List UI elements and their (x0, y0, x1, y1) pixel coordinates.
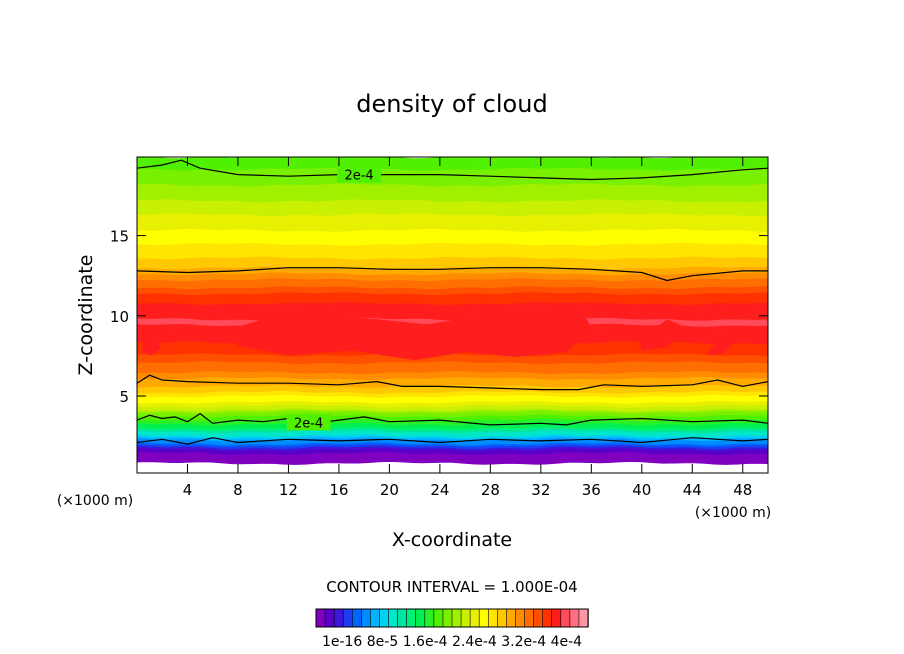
colorbar-swatch (542, 608, 553, 628)
colorbar-swatch (524, 608, 535, 628)
colorbar-swatch (497, 608, 508, 628)
core-maximum-regions (142, 308, 735, 361)
x-tick-label: 36 (582, 481, 601, 499)
colorbar-swatch (397, 608, 408, 628)
y-tick-label: 5 (119, 388, 129, 406)
density-field (137, 157, 768, 473)
colorbar-swatch (506, 608, 517, 628)
colorbar-labels: 1e-16 8e-5 1.6e-4 2.4e-4 3.2e-4 4e-4 (322, 634, 582, 650)
x-unit-label-left: (×1000 m) (57, 493, 133, 509)
colorbar-swatch (478, 608, 489, 628)
x-tick-label: 20 (380, 481, 399, 499)
y-tick-label: 10 (110, 308, 129, 326)
contour-line (137, 267, 768, 282)
chart-title: density of cloud (356, 90, 547, 118)
colorbar-swatch (424, 608, 435, 628)
colorbar (315, 608, 589, 628)
x-tick-label: 40 (632, 481, 651, 499)
contour-label-lower: 2e-4 (294, 416, 323, 431)
colorbar-swatch (469, 608, 480, 628)
colorbar-swatch (551, 608, 562, 628)
core-region (708, 335, 735, 356)
colorbar-swatch (351, 608, 363, 628)
colorbar-swatch (342, 608, 353, 628)
x-tick-label: 44 (683, 481, 702, 499)
y-axis-label: Z-coordinate (75, 255, 97, 376)
x-axis-label: X-coordinate (392, 529, 512, 551)
x-tick-label: 24 (430, 481, 449, 499)
contour-line (137, 412, 768, 426)
x-tick-label: 28 (481, 481, 500, 499)
x-unit-label-right: (×1000 m) (695, 505, 771, 521)
y-tick-label: 15 (110, 228, 129, 246)
colorbar-swatch (361, 608, 372, 628)
contour-line (137, 374, 768, 391)
colorbar-swatch (315, 608, 326, 628)
colorbar-swatch (451, 608, 462, 628)
colorbar-swatch (370, 608, 381, 628)
colorbar-swatch (442, 608, 453, 628)
colorbar-swatch (415, 608, 426, 628)
contour-lines (137, 159, 768, 445)
x-tick-label: 16 (329, 481, 348, 499)
colorbar-frame (315, 608, 589, 628)
colorbar-swatch (406, 608, 417, 628)
colorbar-swatch (433, 608, 444, 628)
colorbar-swatch (533, 608, 544, 628)
contour-label-upper: 2e-4 (344, 169, 373, 184)
x-axis-ticks: 4 8 12 16 20 24 28 32 36 40 44 48 (183, 157, 752, 499)
contour-label-background (286, 414, 331, 431)
colorbar-swatch (379, 608, 390, 628)
core-region (224, 308, 593, 361)
x-tick-label: 8 (233, 481, 243, 499)
x-tick-label: 48 (733, 481, 752, 499)
colorbar-swatch (560, 608, 571, 628)
contour-interval-note: CONTOUR INTERVAL = 1.000E-04 (326, 578, 577, 596)
y-axis-ticks: 5 10 15 (110, 228, 768, 406)
contour-label-background (337, 166, 382, 183)
core-region (640, 319, 681, 351)
core-region (142, 337, 161, 356)
colorbar-swatch (578, 608, 589, 628)
x-tick-label: 32 (531, 481, 550, 499)
contour-line (137, 159, 768, 181)
colorbar-swatch (324, 608, 335, 628)
colorbar-swatch (487, 608, 499, 628)
contour-label-group: 2e-4 2e-4 (286, 166, 382, 431)
colorbar-swatch (569, 608, 580, 628)
colorbar-swatch (515, 608, 526, 628)
plot-frame (136, 156, 769, 474)
colorbar-swatch (460, 608, 471, 628)
x-tick-label: 12 (279, 481, 298, 499)
colorbar-swatch (333, 608, 344, 628)
colorbar-swatch (388, 608, 399, 628)
x-tick-label: 4 (183, 481, 193, 499)
contour-line (137, 437, 768, 445)
